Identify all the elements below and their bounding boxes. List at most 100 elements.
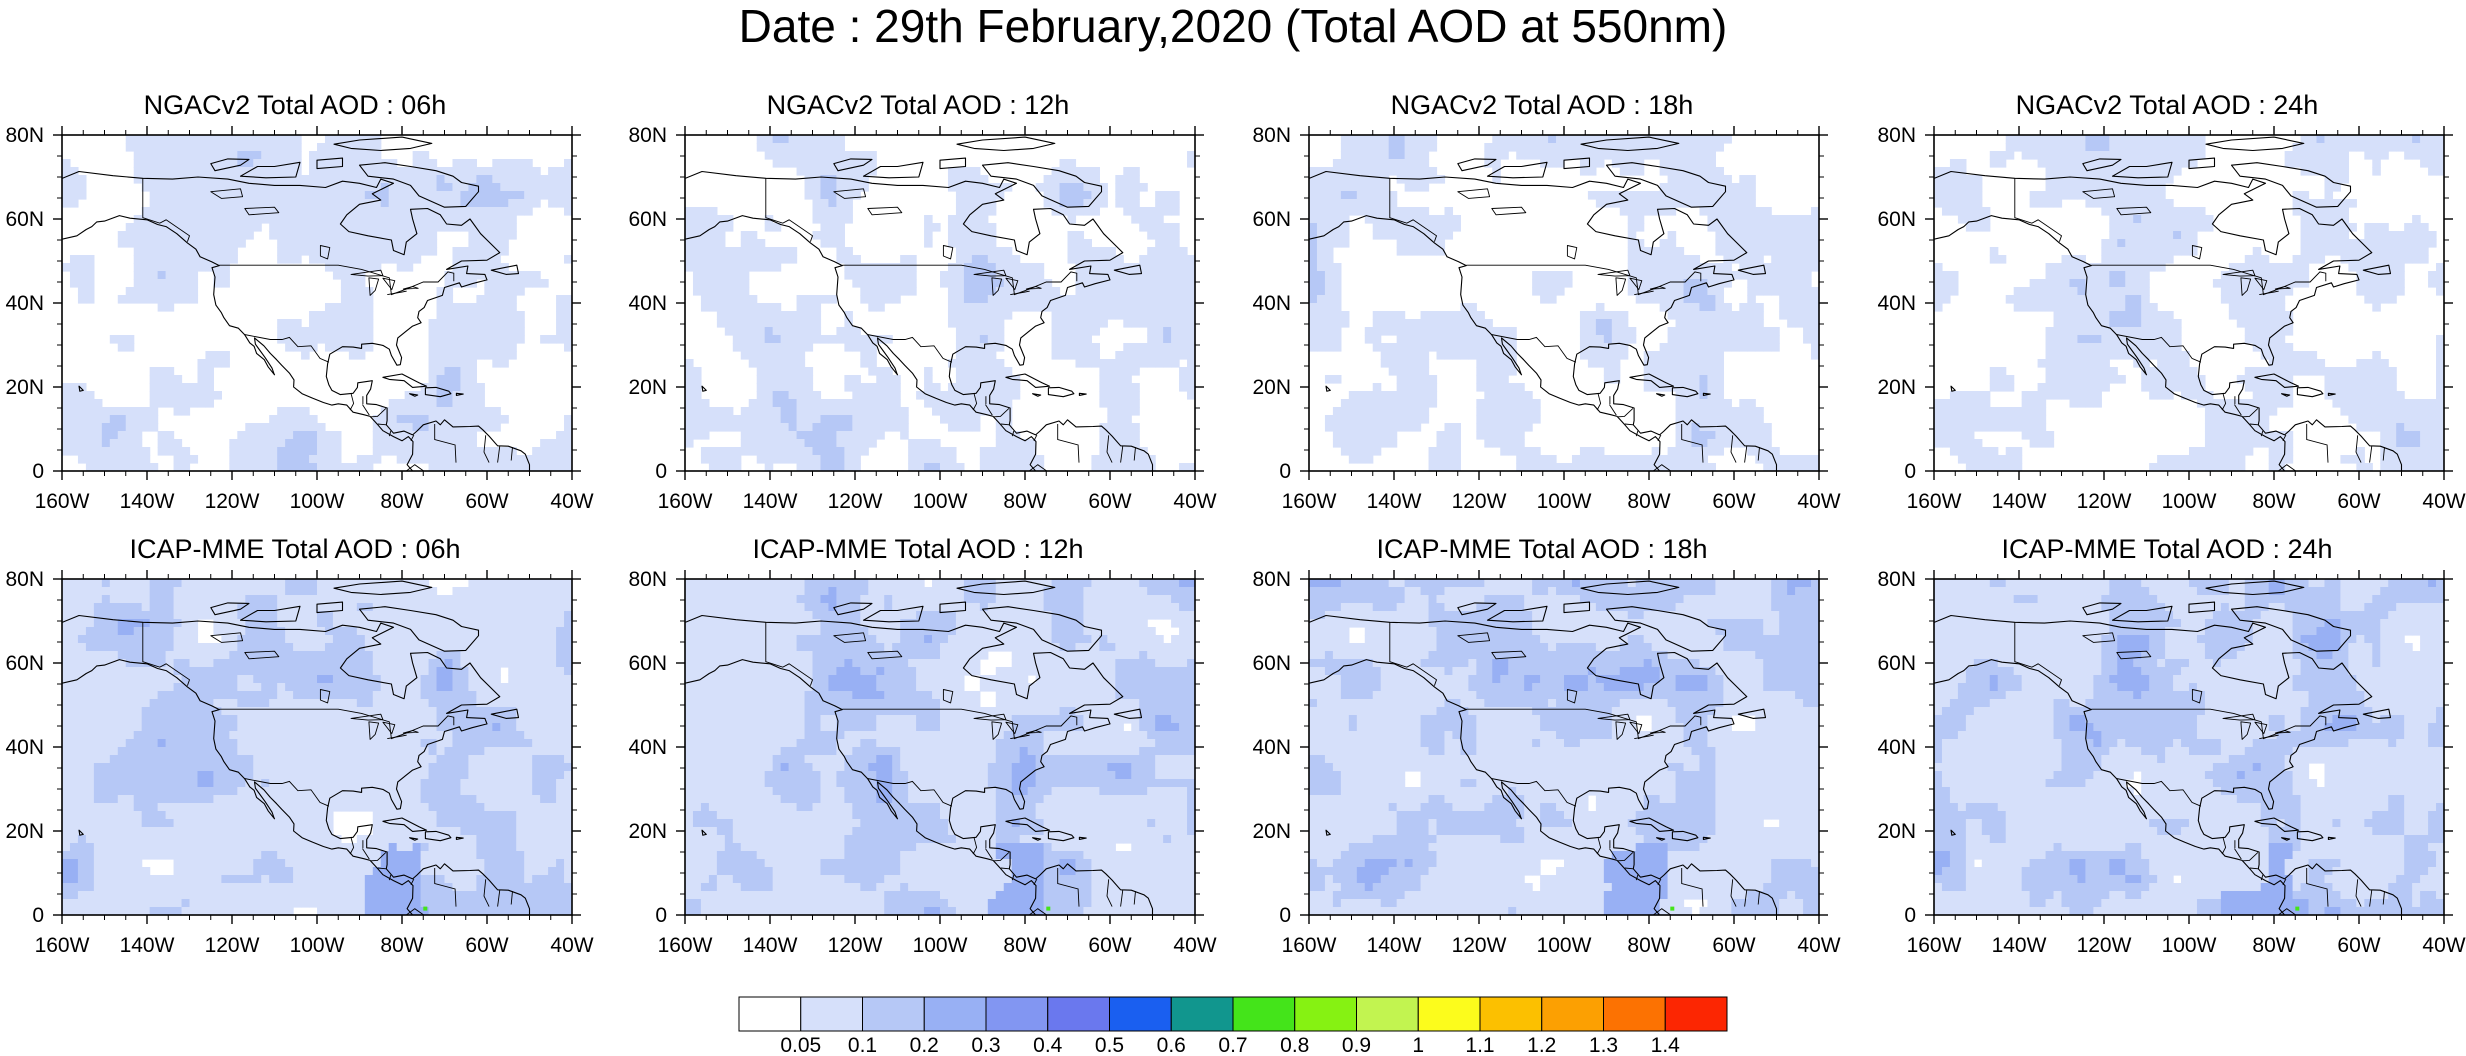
lon-tick-label: 80W — [2252, 934, 2295, 957]
borders — [1389, 178, 1760, 471]
lon-tick-label: 120W — [2077, 934, 2132, 957]
lon-tick-label: 40W — [2422, 490, 2465, 513]
lat-tick-label: 0 — [1279, 460, 1291, 483]
borders — [765, 178, 1136, 471]
lon-tick-label: 60W — [2337, 490, 2380, 513]
lat-tick-label: 0 — [1904, 460, 1916, 483]
colorbar-label: 0.05 — [780, 1034, 821, 1056]
colorbar-box — [1603, 996, 1666, 1032]
lon-tick-label: 160W — [35, 934, 90, 957]
lon-tick-label: 100W — [290, 490, 345, 513]
lat-tick-label: 80N — [1877, 568, 1916, 591]
colorbar-box — [1047, 996, 1110, 1032]
lon-tick-label: 100W — [1537, 490, 1592, 513]
colorbar-label: 1.2 — [1527, 1034, 1556, 1056]
lon-tick-label: 60W — [1088, 490, 1131, 513]
aod-highlight — [1046, 906, 1051, 911]
coastlines — [1309, 580, 1778, 915]
lon-tick-label: 120W — [1452, 934, 1507, 957]
lat-tick-label: 40N — [5, 736, 44, 759]
lat-tick-label: 80N — [1252, 568, 1291, 591]
colorbar-label: 0.1 — [848, 1034, 877, 1056]
colorbar-box — [985, 996, 1049, 1032]
colorbar-box — [800, 996, 863, 1032]
coastlines — [1309, 136, 1778, 471]
map-panel-icap-mme-06h: ICAP-MME Total AOD : 06h 160W 140W 120W 100… — [0, 534, 593, 966]
panel-title: NGACv2 Total AOD : 06h — [143, 90, 447, 120]
panel-title: ICAP-MME Total AOD : 12h — [752, 534, 1084, 564]
borders — [1389, 622, 1760, 915]
colorbar-box — [1170, 996, 1234, 1032]
coastlines — [1934, 580, 2403, 915]
aod-field — [62, 579, 572, 915]
colorbar-label: 0.5 — [1095, 1034, 1124, 1056]
lon-tick-label: 80W — [1627, 934, 1670, 957]
map-svg: 160W 140W 120W 100W 80W 60W 40W 0 20N 40N 60N 80N — [1877, 568, 2465, 957]
colorbar-label: 0.3 — [971, 1034, 1000, 1056]
lat-tick-label: 40N — [1877, 736, 1916, 759]
lon-tick-label: 160W — [1282, 490, 1337, 513]
lat-tick-label: 20N — [1877, 820, 1916, 843]
lat-tick-label: 60N — [1252, 208, 1291, 231]
aod-field — [1934, 135, 2444, 471]
lat-tick-label: 60N — [628, 652, 667, 675]
lat-tick-label: 40N — [1252, 292, 1291, 315]
aod-field — [1309, 135, 1819, 471]
lat-tick-label: 20N — [5, 820, 44, 843]
borders — [142, 622, 513, 915]
coastlines — [62, 580, 531, 915]
lat-tick-label: 60N — [5, 652, 44, 675]
lon-tick-label: 120W — [205, 490, 260, 513]
aod-highlight — [2295, 906, 2300, 911]
colorbar-label: 0.4 — [1033, 1034, 1063, 1056]
page-title: Date : 29th February,2020 (Total AOD at … — [738, 0, 1728, 52]
lon-tick-label: 140W — [120, 934, 175, 957]
borders — [142, 178, 513, 471]
colorbar-box — [1232, 996, 1296, 1032]
lon-tick-label: 60W — [1712, 490, 1755, 513]
colorbar-box — [1356, 996, 1419, 1032]
lat-tick-label: 80N — [5, 124, 44, 147]
lat-tick-label: 80N — [628, 124, 667, 147]
borders — [2014, 178, 2385, 471]
lon-tick-label: 120W — [2077, 490, 2132, 513]
lon-tick-label: 80W — [1003, 490, 1046, 513]
colorbar-box — [1294, 996, 1357, 1032]
lon-tick-label: 40W — [550, 934, 593, 957]
lon-tick-label: 60W — [1088, 934, 1131, 957]
map-panel-ngacv2-18h: NGACv2 Total AOD : 18h 160W 140W 120W 100W 8… — [1247, 92, 1840, 522]
lon-tick-label: 160W — [658, 490, 713, 513]
colorbar-box — [1109, 996, 1172, 1032]
lon-tick-label: 140W — [743, 934, 798, 957]
lon-tick-label: 60W — [465, 934, 508, 957]
lat-tick-label: 80N — [1252, 124, 1291, 147]
lat-tick-label: 0 — [32, 904, 44, 927]
panel-title: ICAP-MME Total AOD : 18h — [1376, 534, 1708, 564]
lat-tick-label: 80N — [1877, 124, 1916, 147]
panel-title: NGACv2 Total AOD : 24h — [2015, 90, 2319, 120]
lon-tick-label: 160W — [35, 490, 90, 513]
lon-tick-label: 40W — [1797, 934, 1840, 957]
aod-highlight — [423, 906, 428, 911]
lat-tick-label: 20N — [5, 376, 44, 399]
lon-tick-label: 120W — [205, 934, 260, 957]
colorbar-box — [1664, 996, 1728, 1032]
lat-tick-label: 20N — [1252, 820, 1291, 843]
lon-tick-label: 120W — [828, 490, 883, 513]
lon-tick-label: 100W — [1537, 934, 1592, 957]
panel-title: ICAP-MME Total AOD : 06h — [129, 534, 461, 564]
lon-tick-label: 160W — [658, 934, 713, 957]
lat-tick-label: 60N — [5, 208, 44, 231]
aod-field — [685, 135, 1195, 471]
lon-tick-label: 40W — [550, 490, 593, 513]
panel-title: ICAP-MME Total AOD : 24h — [2001, 534, 2333, 564]
lat-tick-label: 0 — [32, 460, 44, 483]
colorbar-label: 0.2 — [910, 1034, 939, 1056]
lon-tick-label: 140W — [120, 490, 175, 513]
lon-tick-label: 60W — [1712, 934, 1755, 957]
colorbar-label: 1 — [1412, 1034, 1424, 1056]
lon-tick-label: 40W — [1173, 490, 1216, 513]
lon-tick-label: 40W — [1797, 490, 1840, 513]
map-svg: 160W 140W 120W 100W 80W 60W 40W 0 20N 40N 60N 80N — [5, 124, 593, 513]
lon-tick-label: 100W — [2162, 934, 2217, 957]
